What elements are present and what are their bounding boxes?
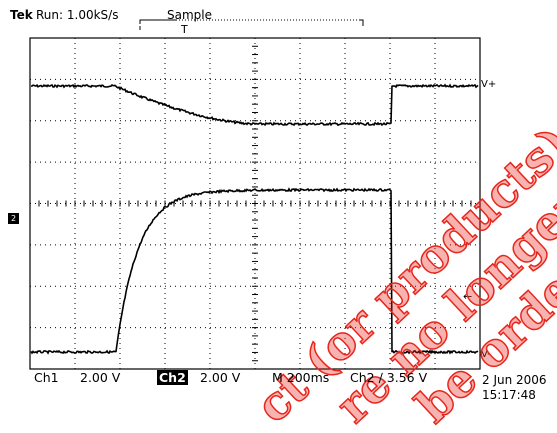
trigger-arrow-icon: ← [463,290,473,303]
ground-marker: 2 [8,213,19,224]
timebase-readout: M 200ms [272,370,330,385]
ch1-scale: 2.00 V [80,370,121,385]
lower-trace-label: V- [481,349,491,360]
ch2-scale: 2.00 V [200,370,241,385]
lower-trace [30,187,479,355]
upper-trace-label: V+ [481,79,497,90]
time-readout: 15:17:48 [482,388,536,402]
upper-trace [30,83,479,127]
date-readout: 2 Jun 2006 [482,373,547,387]
trigger-readout: Ch2 ∕ 3.56 V [350,370,428,385]
acquisition-mode-label: Sample [167,8,212,22]
brand-label: Tek [10,8,33,22]
trigger-bracket-label: T [180,23,188,36]
ch2-label: Ch2 [157,370,188,385]
graticule-grid [29,37,481,370]
run-state-label: Run: 1.00kS/s [36,8,119,22]
ch1-label: Ch1 [34,370,59,385]
record-bracket [139,19,364,30]
